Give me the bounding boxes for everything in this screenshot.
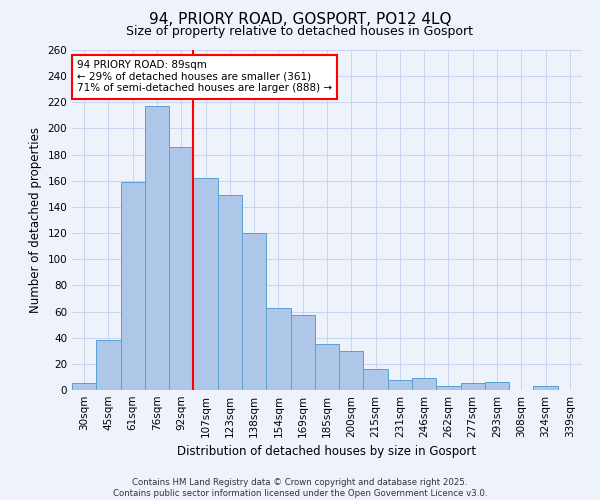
Text: 94 PRIORY ROAD: 89sqm
← 29% of detached houses are smaller (361)
71% of semi-det: 94 PRIORY ROAD: 89sqm ← 29% of detached … (77, 60, 332, 94)
Bar (242, 233, 266, 390)
Text: Contains HM Land Registry data © Crown copyright and database right 2025.
Contai: Contains HM Land Registry data © Crown c… (113, 478, 487, 498)
Bar (388, 380, 412, 390)
Bar (266, 308, 290, 390)
Bar (145, 106, 169, 390)
Text: Size of property relative to detached houses in Gosport: Size of property relative to detached ho… (127, 25, 473, 38)
Bar (218, 195, 242, 390)
Bar (533, 386, 558, 390)
Bar (412, 378, 436, 390)
Bar (96, 340, 121, 390)
Bar (364, 369, 388, 390)
Bar (339, 351, 364, 390)
Bar (461, 384, 485, 390)
Bar (290, 316, 315, 390)
X-axis label: Distribution of detached houses by size in Gosport: Distribution of detached houses by size … (178, 446, 476, 458)
Bar (315, 344, 339, 390)
Bar (121, 182, 145, 390)
Bar (72, 384, 96, 390)
Bar (169, 147, 193, 390)
Bar (193, 178, 218, 390)
Text: 94, PRIORY ROAD, GOSPORT, PO12 4LQ: 94, PRIORY ROAD, GOSPORT, PO12 4LQ (149, 12, 451, 28)
Bar (485, 382, 509, 390)
Y-axis label: Number of detached properties: Number of detached properties (29, 127, 42, 313)
Bar (436, 386, 461, 390)
